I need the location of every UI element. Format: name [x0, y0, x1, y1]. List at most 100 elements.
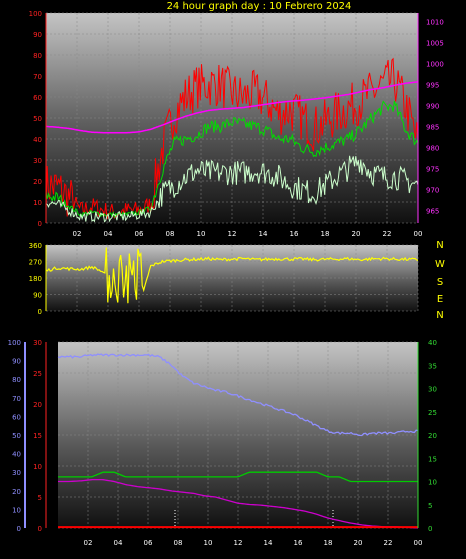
- wind-pressure-series: [45, 57, 419, 223]
- y-red-tick-label: 15: [33, 432, 42, 440]
- temp-humidity-series: [57, 353, 419, 529]
- compass-w-label: W: [435, 259, 445, 270]
- y-blue-tick-label: 40: [12, 451, 21, 459]
- y-green-tick-label: 0: [428, 525, 432, 533]
- y-blue-tick-label: 50: [12, 432, 21, 440]
- x-tick-label: 02: [84, 539, 93, 547]
- wind-pressure-grid: [46, 12, 419, 224]
- y-red-tick-label: 10: [33, 463, 42, 471]
- y-green-tick-label: 40: [428, 339, 437, 347]
- x-tick-label: 08: [166, 230, 175, 238]
- x-tick-label: 04: [104, 230, 113, 238]
- y-blue-tick-label: 90: [12, 358, 21, 366]
- temp-humidity-axes: 0510152025300102030405060708090100051015…: [8, 339, 437, 547]
- y-blue-tick-label: 10: [12, 506, 21, 514]
- x-tick-label: 18: [321, 230, 330, 238]
- y-right-tick-label: 985: [426, 123, 439, 131]
- y-red-tick-label: 5: [38, 494, 42, 502]
- wind-pressure-axes: 0 10 20 30 40 50 60 70 80 90 100 965 970 975 980 985 990…: [29, 10, 444, 238]
- y-red-tick-label: 20: [33, 401, 42, 409]
- y-left-tick-label: 70: [33, 73, 42, 81]
- y-green-tick-label: 25: [428, 409, 437, 417]
- y-blue-tick-label: 20: [12, 488, 21, 496]
- y-left-tick-label: 80: [33, 52, 42, 60]
- y-red-tick-label: 0: [38, 525, 42, 533]
- y-blue-tick-label: 60: [12, 413, 21, 421]
- x-tick-label: 00: [414, 539, 423, 547]
- chart-title: 24 hour graph day : 10 Febrero 2024: [167, 1, 352, 12]
- x-tick-label: 12: [234, 539, 243, 547]
- y-tick-label: 180: [29, 275, 42, 283]
- x-tick-label: 18: [324, 539, 333, 547]
- y-tick-label: 90: [33, 292, 42, 300]
- y-blue-tick-label: 30: [12, 469, 21, 477]
- y-green-tick-label: 5: [428, 502, 432, 510]
- y-tick-label: 360: [29, 242, 42, 250]
- compass-n-label: N: [436, 310, 443, 321]
- x-tick-label: 02: [73, 230, 82, 238]
- series-lull: [45, 155, 419, 223]
- y-green-tick-label: 30: [428, 386, 437, 394]
- x-tick-label: 12: [228, 230, 237, 238]
- y-left-tick-label: 0: [38, 220, 42, 228]
- y-left-tick-label: 90: [33, 31, 42, 39]
- y-green-tick-label: 20: [428, 432, 437, 440]
- y-left-tick-label: 40: [33, 136, 42, 144]
- y-right-tick-label: 975: [426, 165, 439, 173]
- x-tick-label: 22: [383, 230, 392, 238]
- x-tick-label: 14: [259, 230, 268, 238]
- y-blue-tick-label: 80: [12, 376, 21, 384]
- y-right-tick-label: 980: [426, 144, 439, 152]
- x-tick-label: 20: [354, 539, 363, 547]
- y-green-tick-label: 10: [428, 479, 437, 487]
- x-tick-label: 06: [135, 230, 144, 238]
- y-left-tick-label: 20: [33, 178, 42, 186]
- series-pressure: [45, 81, 419, 134]
- y-green-tick-label: 15: [428, 455, 437, 463]
- x-tick-label: 00: [414, 230, 423, 238]
- y-left-tick-label: 60: [33, 94, 42, 102]
- y-right-tick-label: 1000: [426, 60, 444, 68]
- y-red-tick-label: 30: [33, 339, 42, 347]
- y-left-tick-label: 10: [33, 199, 42, 207]
- y-right-tick-label: 965: [426, 207, 439, 215]
- series-humidity: [57, 353, 419, 437]
- x-tick-label: 20: [352, 230, 361, 238]
- temp-humidity-panel: 0510152025300102030405060708090100051015…: [8, 339, 437, 547]
- y-blue-tick-label: 100: [8, 339, 21, 347]
- y-left-tick-label: 100: [29, 10, 42, 18]
- series-direction: [45, 247, 419, 304]
- y-green-tick-label: 35: [428, 362, 437, 370]
- compass-s-label: S: [437, 277, 443, 288]
- x-tick-label: 08: [174, 539, 183, 547]
- y-left-tick-label: 30: [33, 157, 42, 165]
- y-red-tick-label: 25: [33, 370, 42, 378]
- y-blue-tick-label: 70: [12, 395, 21, 403]
- compass-n-label: N: [436, 240, 443, 251]
- x-tick-label: 10: [204, 539, 213, 547]
- wind-direction-series: [45, 247, 419, 304]
- y-right-tick-label: 1010: [426, 18, 444, 26]
- x-tick-label: 16: [290, 230, 299, 238]
- x-tick-label: 16: [294, 539, 303, 547]
- y-blue-tick-label: 0: [17, 525, 21, 533]
- y-right-tick-label: 1005: [426, 39, 444, 47]
- x-tick-label: 10: [197, 230, 206, 238]
- x-tick-label: 04: [114, 539, 123, 547]
- y-right-tick-label: 995: [426, 81, 439, 89]
- y-right-tick-label: 990: [426, 102, 439, 110]
- x-tick-label: 06: [144, 539, 153, 547]
- series-dewpoint: [58, 478, 419, 529]
- x-tick-label: 14: [264, 539, 273, 547]
- compass-e-label: E: [437, 294, 443, 305]
- series-temperature: [58, 471, 418, 483]
- y-left-tick-label: 50: [33, 115, 42, 123]
- y-tick-label: 270: [29, 259, 42, 267]
- wind-pressure-panel: 0 10 20 30 40 50 60 70 80 90 100 965 970 975 980 985 990…: [29, 10, 444, 238]
- y-tick-label: 0: [38, 308, 42, 316]
- wind-direction-axes: 0 90 180 270 360: [29, 242, 47, 316]
